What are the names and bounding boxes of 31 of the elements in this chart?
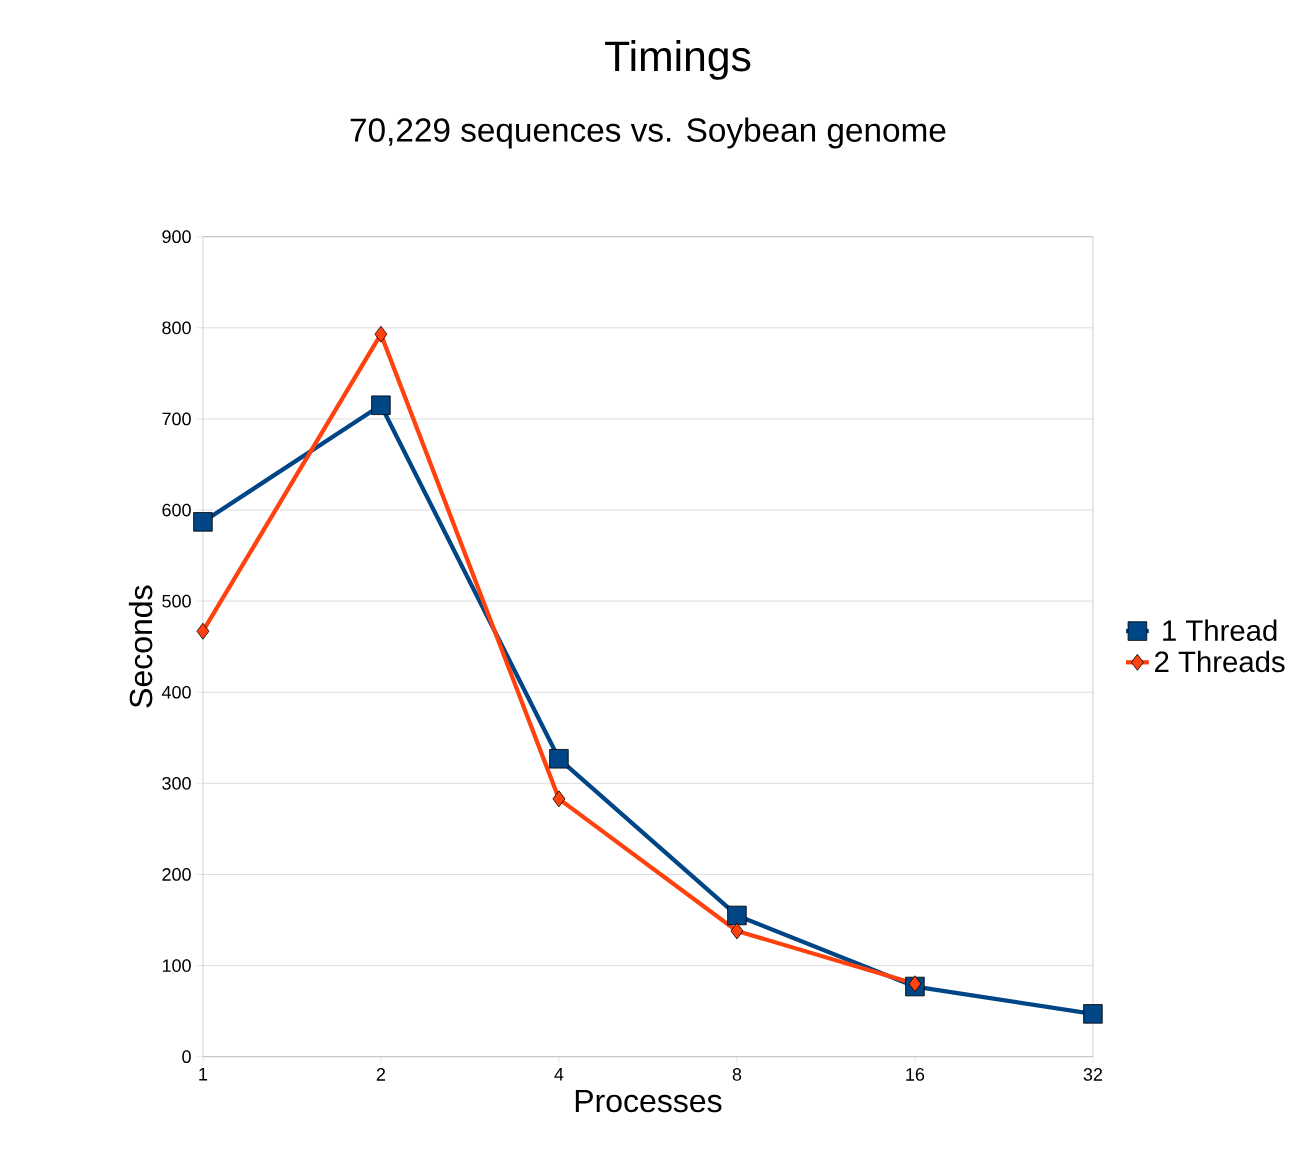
legend-label: 1 Thread [1163, 619, 1277, 641]
point [371, 395, 391, 415]
point [193, 512, 213, 532]
y-tick-label: 700 [162, 412, 191, 426]
x-axis-title: Processes [575, 1089, 722, 1113]
point [374, 325, 388, 343]
point [727, 905, 747, 926]
point [730, 922, 744, 940]
y-tick-label: 300 [162, 776, 191, 790]
y-tick-label: 200 [162, 868, 191, 881]
point [1083, 1004, 1103, 1024]
point [552, 790, 566, 808]
y-tick-label: 0 [182, 1050, 191, 1064]
x-tick-label: 2 [376, 1068, 386, 1081]
x-tick-label: 16 [906, 1068, 925, 1081]
y-tick-label: 600 [162, 503, 191, 517]
x-tick-label: 8 [732, 1068, 742, 1081]
y-axis-title: Seconds [128, 585, 153, 708]
point [196, 622, 210, 640]
chart-title: Timings [605, 40, 751, 80]
y-tick-label: 900 [162, 230, 191, 244]
y-tick-label: 100 [162, 959, 191, 972]
x-tick-label: 1 [199, 1068, 208, 1081]
y-tick-label: 800 [162, 321, 191, 335]
point [549, 749, 569, 769]
y-tick-label: 400 [161, 685, 191, 699]
legend-label: 2 Threads [1155, 650, 1285, 673]
y-tick-label: 500 [162, 594, 191, 608]
chart-subtitle: 70,229 sequences vs. Soybean genome [350, 117, 946, 149]
x-tick-label: 32 [1083, 1068, 1103, 1081]
x-tick-label: 4 [554, 1068, 564, 1081]
